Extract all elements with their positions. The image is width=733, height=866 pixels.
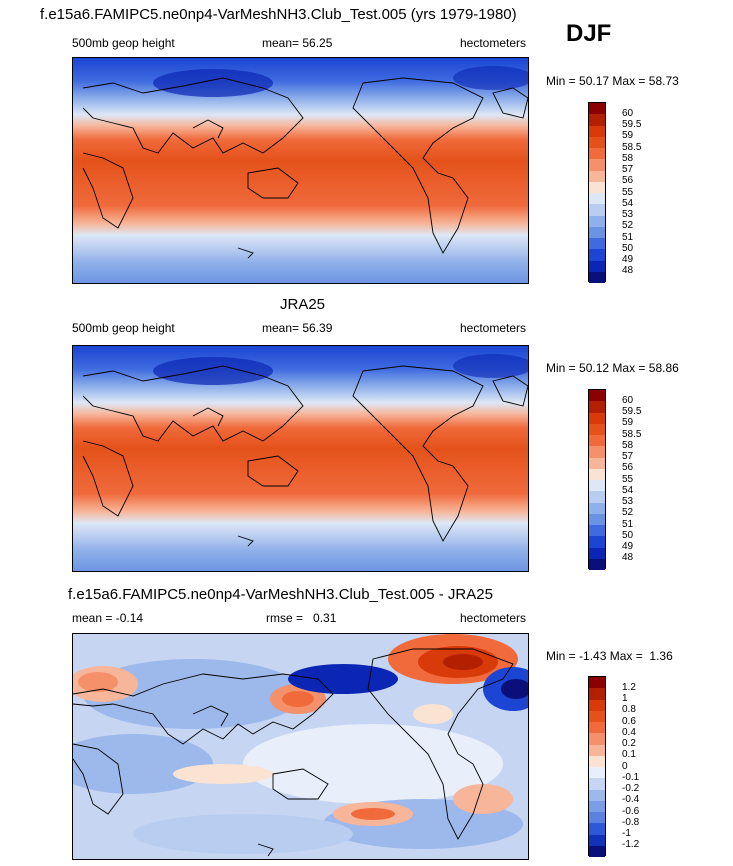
- panel3-cbar-label: 0.1: [622, 749, 636, 760]
- panel3-cbar-label: -0.1: [622, 772, 640, 783]
- panel2-cbar-label: 50: [622, 530, 634, 541]
- panel1-variable-label: 500mb geop height: [72, 36, 175, 50]
- panel1-cbar-label: 58.5: [622, 142, 642, 153]
- panel2-cbar-label: 52: [622, 507, 634, 518]
- panel3-minmax: Min = -1.43 Max = 1.36: [546, 649, 673, 663]
- panel1-title: f.e15a6.FAMIPC5.ne0np4-VarMeshNH3.Club_T…: [40, 6, 517, 23]
- panel2-map-field: [73, 346, 528, 571]
- panel2-title: JRA25: [280, 296, 326, 313]
- panel1-colorbar: [588, 102, 606, 283]
- panel1-units: hectometers: [460, 36, 527, 50]
- panel1-cbar-label: 55: [622, 187, 634, 198]
- panel1-map-field: [73, 58, 528, 283]
- panel3-cbar-label: -1: [622, 828, 631, 839]
- panel3-title: f.e15a6.FAMIPC5.ne0np4-VarMeshNH3.Club_T…: [68, 586, 493, 603]
- panel3-colorbar: [588, 676, 606, 857]
- panel1-cbar-label: 59.5: [622, 119, 642, 130]
- panel3-cbar-label: 0: [622, 761, 628, 772]
- panel1-map: [72, 57, 529, 284]
- panel2-coastlines: [82, 365, 528, 547]
- panel3-cbar-label: -0.6: [622, 806, 640, 817]
- panel2-cbar-label: 57: [622, 451, 634, 462]
- panel2-mean: mean= 56.39: [262, 321, 333, 335]
- panel3-mean: mean = -0.14: [72, 611, 144, 625]
- panel2-colorbar: [588, 389, 606, 570]
- panel1-cbar-label: 58: [622, 153, 634, 164]
- panel1-cbar-label: 49: [622, 254, 634, 265]
- season-label: DJF: [566, 20, 612, 47]
- panel3-cbar-label: -0.2: [622, 783, 640, 794]
- panel2-cbar-label: 54: [622, 485, 634, 496]
- panel1-cbar-label: 59: [622, 130, 634, 141]
- panel2-cbar-label: 58.5: [622, 429, 642, 440]
- panel2-cbar-label: 53: [622, 496, 634, 507]
- panel3-map-field: [73, 634, 528, 859]
- panel2-cbar-label: 59: [622, 417, 634, 428]
- panel1-cbar-label: 50: [622, 243, 634, 254]
- panel2-cbar-label: 56: [622, 462, 634, 473]
- panel3-cbar-label: 1: [622, 693, 628, 704]
- panel2-cbar-label: 51: [622, 519, 634, 530]
- panel2-cbar-label: 58: [622, 440, 634, 451]
- panel2-cbar-label: 49: [622, 541, 634, 552]
- panel3-map: [72, 633, 529, 860]
- panel3-units: hectometers: [460, 611, 527, 625]
- panel1-coastlines: [82, 77, 528, 259]
- panel3-cbar-label: 0.4: [622, 727, 636, 738]
- panel3-cbar-label: 1.2: [622, 682, 636, 693]
- panel1-cbar-label: 54: [622, 198, 634, 209]
- panel3-cbar-label: 0.8: [622, 704, 636, 715]
- panel3-rmse: rmse = 0.31: [266, 611, 337, 625]
- panel3-cbar-label: 0.2: [622, 738, 636, 749]
- panel1-cbar-label: 48: [622, 265, 634, 276]
- panel3-cbar-label: -1.2: [622, 839, 640, 850]
- panel2-cbar-label: 60: [622, 395, 634, 406]
- panel3-cbar-label: 0.6: [622, 716, 636, 727]
- panel2-map: [72, 345, 529, 572]
- panel2-cbar-label: 48: [622, 552, 634, 563]
- panel1-cbar-label: 57: [622, 164, 634, 175]
- panel2-minmax: Min = 50.12 Max = 58.86: [546, 361, 679, 375]
- panel2-units: hectometers: [460, 321, 527, 335]
- panel3-cbar-label: -0.4: [622, 794, 640, 805]
- panel1-cbar-label: 51: [622, 232, 634, 243]
- panel1-minmax: Min = 50.17 Max = 58.73: [546, 74, 679, 88]
- panel2-cbar-label: 59.5: [622, 406, 642, 417]
- panel3-coastlines: [73, 648, 514, 857]
- panel1-mean: mean= 56.25: [262, 36, 333, 50]
- panel1-cbar-label: 52: [622, 220, 634, 231]
- panel1-cbar-label: 56: [622, 175, 634, 186]
- panel3-cbar-label: -0.8: [622, 817, 640, 828]
- panel2-cbar-label: 55: [622, 474, 634, 485]
- panel1-cbar-label: 53: [622, 209, 634, 220]
- panel2-variable-label: 500mb geop height: [72, 321, 175, 335]
- panel1-cbar-label: 60: [622, 108, 634, 119]
